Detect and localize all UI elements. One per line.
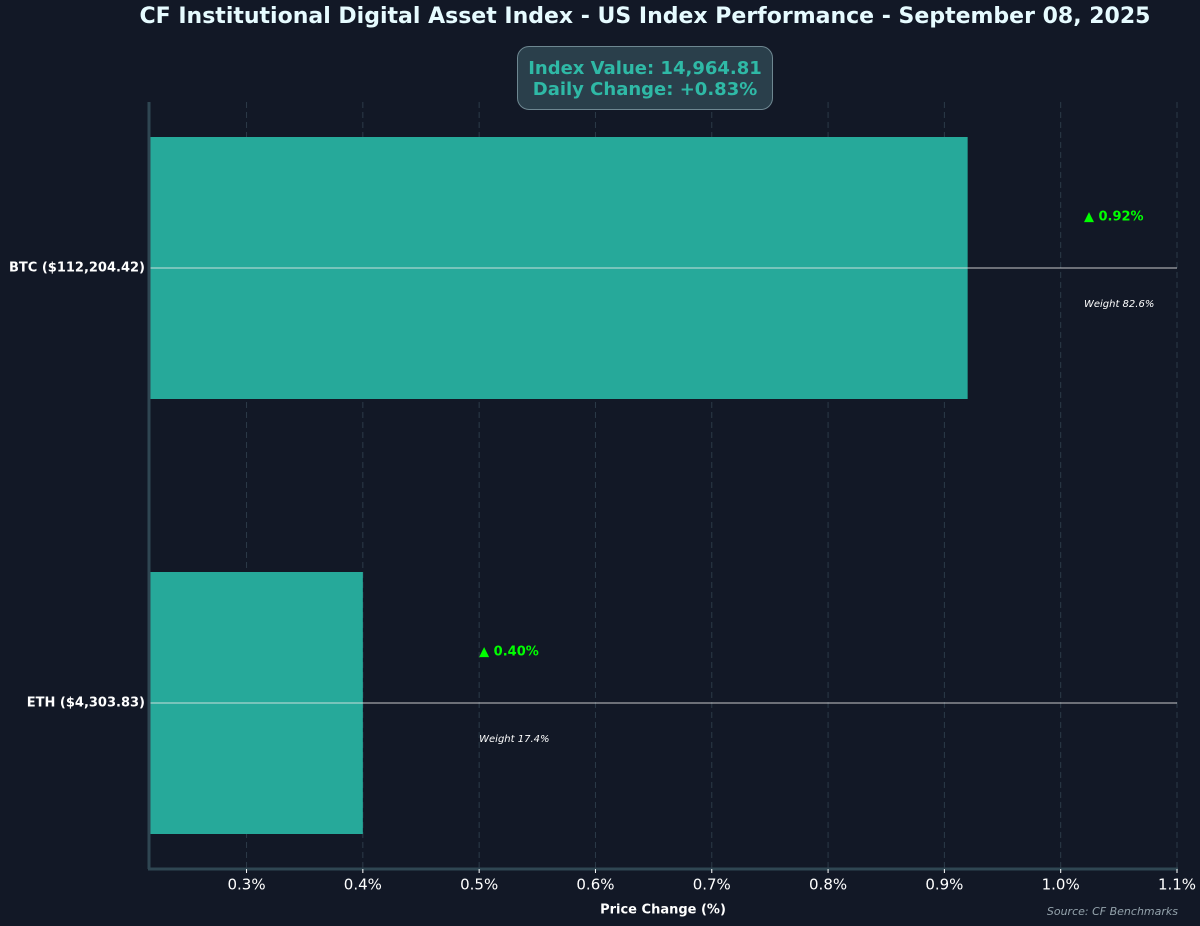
x-tick-label: 0.8% — [809, 876, 847, 894]
chart-title: CF Institutional Digital Asset Index - U… — [139, 4, 1151, 29]
index-info-box: Index Value: 14,964.81 Daily Change: +0.… — [517, 46, 773, 110]
x-tick-label: 0.4% — [344, 876, 382, 894]
daily-change: Daily Change: +0.83% — [532, 79, 758, 100]
grid-lines — [246, 102, 1178, 868]
bars — [150, 137, 968, 834]
x-tick-label: 0.7% — [693, 876, 731, 894]
x-tick-label: 0.3% — [227, 876, 265, 894]
x-tick-label: 1.1% — [1158, 876, 1196, 894]
weight-label: Weight 17.4% — [479, 734, 549, 745]
x-axis-label: Price Change (%) — [600, 903, 726, 918]
reference-lines — [150, 267, 1177, 704]
x-tick-label: 1.0% — [1042, 876, 1080, 894]
index-value: Index Value: 14,964.81 — [528, 58, 762, 79]
x-tick-label: 0.5% — [460, 876, 498, 894]
weight-label: Weight 82.6% — [1084, 299, 1154, 310]
change-label: ▲ 0.92% — [1084, 210, 1144, 225]
y-category-label: BTC ($112,204.42) — [9, 261, 145, 276]
x-tick-label: 0.9% — [925, 876, 963, 894]
axes — [147, 102, 1178, 873]
y-category-label: ETH ($4,303.83) — [27, 696, 145, 711]
source-note: Source: CF Benchmarks — [1046, 905, 1178, 918]
x-tick-label: 0.6% — [576, 876, 614, 894]
labels: 0.3% 0.4% 0.5% 0.6% 0.7% 0.8% 0.9% 1.0% 1.1% Pric… — [9, 210, 1196, 918]
change-label: ▲ 0.40% — [479, 645, 539, 660]
